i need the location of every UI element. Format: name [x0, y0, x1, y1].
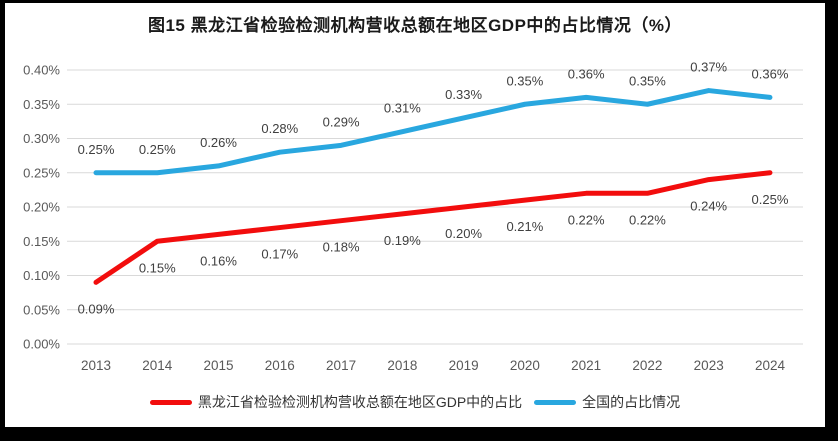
data-label: 0.25%	[752, 192, 789, 207]
data-label: 0.31%	[384, 101, 421, 116]
legend-swatch-red-line-icon	[149, 399, 192, 405]
x-axis-tick-label: 2021	[571, 358, 601, 373]
data-label: 0.16%	[200, 253, 237, 268]
data-label: 0.22%	[629, 212, 666, 227]
data-label: 0.36%	[752, 66, 789, 81]
data-label: 0.33%	[445, 87, 482, 102]
legend-item-national: 全国的占比情况	[534, 392, 680, 412]
data-label: 0.24%	[690, 199, 727, 214]
y-axis-tick-label: 0.00%	[23, 337, 60, 352]
legend-label-national: 全国的占比情况	[582, 394, 681, 410]
y-axis-tick-label: 0.35%	[23, 97, 60, 112]
data-label: 0.22%	[568, 212, 605, 227]
chart-title: 图15 黑龙江省检验检测机构营收总额在地区GDP中的占比情况（%）	[147, 16, 683, 35]
data-label: 0.35%	[506, 73, 543, 88]
x-axis-tick-label: 2019	[449, 358, 479, 373]
y-axis-tick-label: 0.20%	[23, 200, 60, 215]
y-axis-tick-label: 0.25%	[23, 165, 60, 180]
x-axis-tick-label: 2024	[755, 358, 786, 373]
y-axis-tick-label: 0.05%	[23, 302, 60, 317]
data-label: 0.20%	[445, 226, 482, 241]
data-label: 0.25%	[139, 142, 176, 157]
data-label: 0.35%	[629, 73, 666, 88]
legend-swatch-blue-line-icon	[534, 399, 577, 405]
legend-item-heilongjiang: 黑龙江省检验检测机构营收总额在地区GDP中的占比	[149, 392, 523, 412]
y-axis-tick-label: 0.10%	[23, 268, 60, 283]
x-axis-tick-label: 2014	[142, 358, 173, 373]
x-axis-tick-label: 2018	[387, 358, 417, 373]
y-axis-tick-label: 0.15%	[23, 234, 60, 249]
data-label: 0.37%	[690, 60, 727, 75]
series-line-0	[93, 170, 773, 285]
x-axis-tick-label: 2020	[510, 358, 540, 373]
data-label: 0.26%	[200, 135, 237, 150]
x-axis-tick-label: 2017	[326, 358, 356, 373]
x-axis-tick-label: 2013	[81, 358, 111, 373]
data-label: 0.21%	[506, 219, 543, 234]
data-label: 0.09%	[78, 301, 115, 316]
legend: 黑龙江省检验检测机构营收总额在地区GDP中的占比 全国的占比情况	[5, 392, 825, 412]
data-label: 0.29%	[323, 114, 360, 129]
x-axis-tick-label: 2015	[204, 358, 234, 373]
series-line-1	[93, 88, 773, 176]
line-chart: 0.00% 0.05% 0.10% 0.15% 0.20% 0.25% 0.30% 0.35%…	[23, 60, 803, 373]
x-axis-tick-label: 2022	[632, 358, 662, 373]
legend-label-heilongjiang: 黑龙江省检验检测机构营收总额在地区GDP中的占比	[197, 394, 523, 410]
data-label: 0.18%	[323, 240, 360, 255]
data-label: 0.28%	[261, 121, 298, 136]
data-label: 0.25%	[78, 142, 115, 157]
data-label: 0.17%	[261, 247, 298, 262]
data-label: 0.15%	[139, 260, 176, 275]
data-label: 0.36%	[568, 66, 605, 81]
x-axis-tick-label: 2023	[694, 358, 724, 373]
y-axis-tick-label: 0.40%	[23, 63, 60, 78]
y-axis-tick-label: 0.30%	[23, 131, 60, 146]
x-axis-tick-label: 2016	[265, 358, 295, 373]
data-label: 0.19%	[384, 233, 421, 248]
